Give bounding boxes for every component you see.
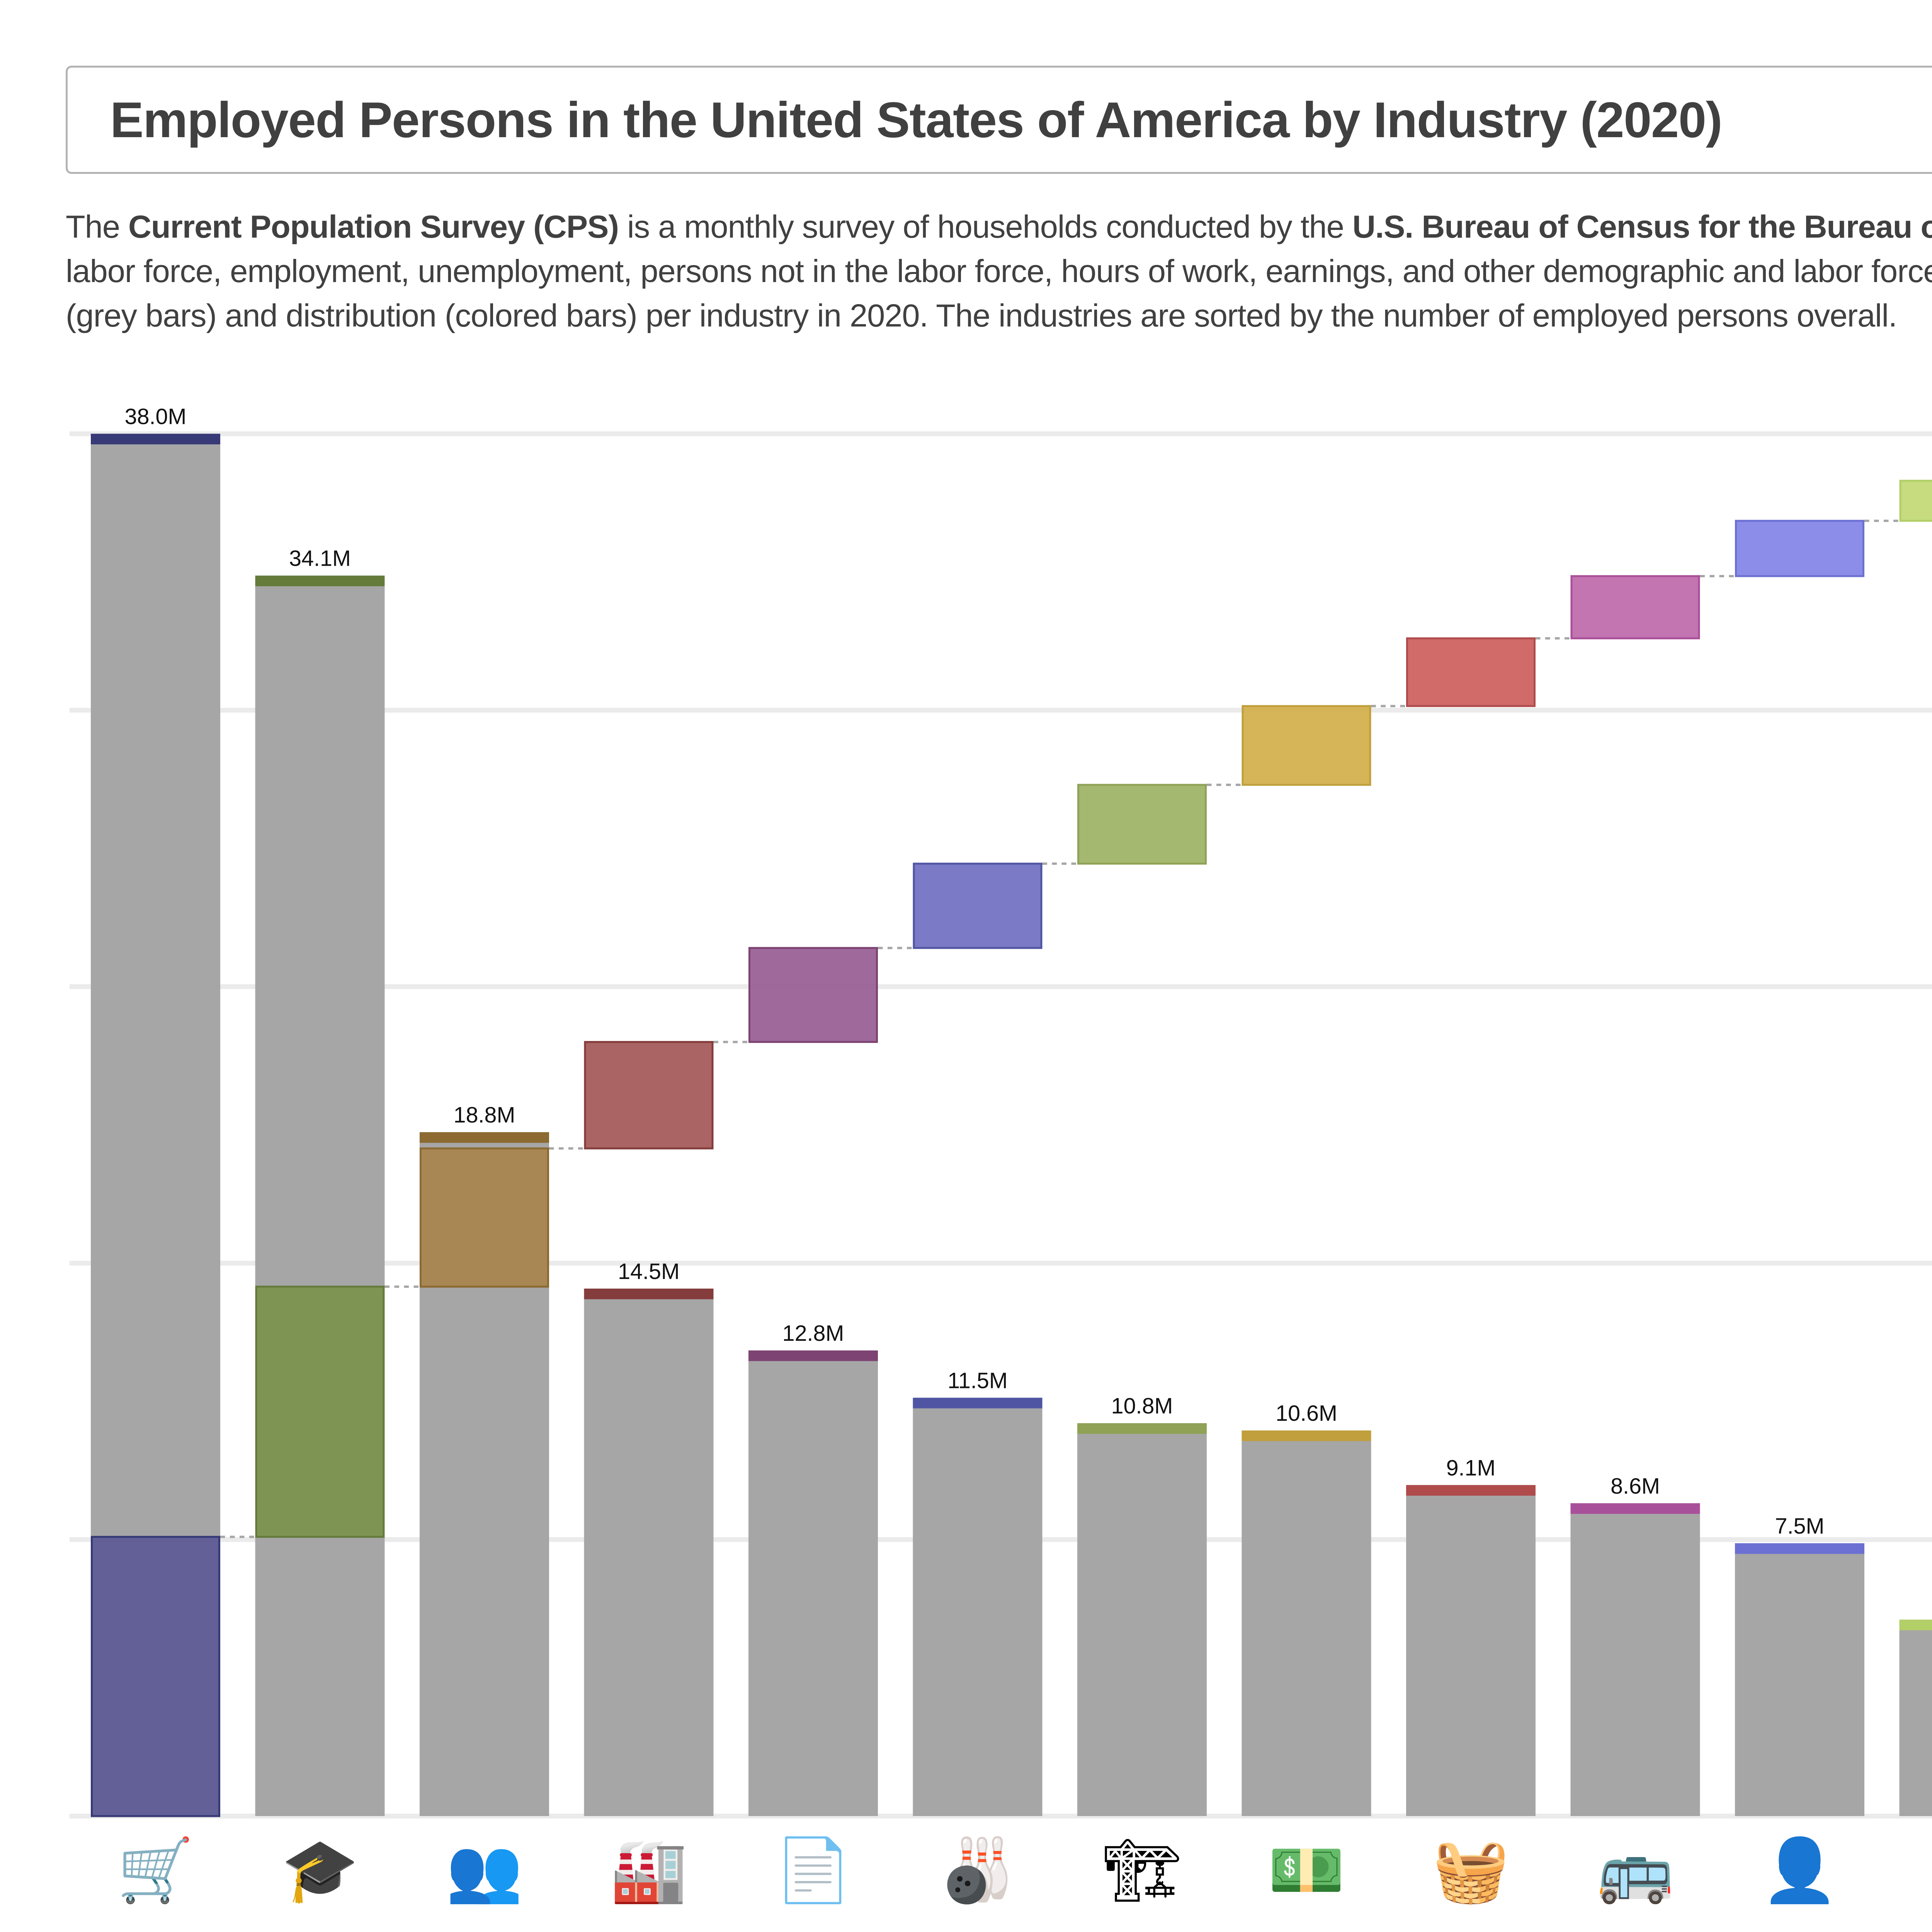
title-box: Employed Persons in the United States of… — [66, 66, 1932, 174]
category-label: Professional — [426, 1928, 543, 1932]
category-label: Financial — [1264, 1928, 1349, 1932]
share-block — [1899, 480, 1932, 522]
bar-cap — [748, 1350, 878, 1361]
hand-truck-icon: 🛒 — [117, 1835, 194, 1905]
grey-bar — [1735, 1543, 1864, 1816]
bus-icon: 🚌 — [1597, 1835, 1674, 1905]
business-people-icon: 👥 — [446, 1835, 523, 1905]
factory-icon: 🏭 — [610, 1835, 687, 1905]
grey-bar — [1406, 1485, 1536, 1816]
category-label: Public — [1771, 1928, 1829, 1932]
description-emphasis: Current Population Survey (CPS) — [128, 209, 619, 245]
grey-bar — [584, 1288, 714, 1816]
share-block — [1242, 705, 1371, 786]
value-label: 38.0M — [125, 405, 187, 429]
bar-cap — [1735, 1543, 1864, 1554]
grey-bar — [255, 575, 385, 1816]
share-block — [748, 947, 878, 1043]
crane-icon: 🏗 — [1102, 1835, 1182, 1905]
value-label: 8.6M — [1611, 1474, 1660, 1498]
bar-cap — [1899, 1619, 1932, 1631]
value-label: 18.8M — [454, 1103, 515, 1128]
value-label: 34.1M — [289, 546, 351, 571]
share-block — [1570, 575, 1700, 639]
description-text: The — [66, 209, 129, 245]
grey-bar — [1242, 1430, 1371, 1816]
category-label: Nondurable — [1909, 1928, 1932, 1932]
graduation-hand-icon: 🎓 — [281, 1835, 359, 1905]
bar-cap — [91, 434, 220, 444]
description-text: . It provides a comprehensive body of da… — [66, 253, 1932, 334]
bar-cap — [584, 1288, 714, 1299]
description-paragraph: The Current Population Survey (CPS) is a… — [66, 205, 1932, 338]
category-label: Leisure and — [922, 1928, 1033, 1932]
washing-machine-icon: 🧺 — [1432, 1835, 1510, 1905]
value-label: 14.5M — [618, 1259, 680, 1284]
category-label: Other services — [745, 1928, 882, 1932]
bar-cap — [420, 1132, 549, 1143]
share-block — [584, 1041, 714, 1150]
value-label: 12.8M — [782, 1321, 844, 1346]
bar-cap — [1242, 1430, 1371, 1441]
bar-cap — [1077, 1423, 1207, 1434]
value-label: 7.5M — [1775, 1514, 1825, 1539]
grey-bar — [1899, 1619, 1932, 1816]
category-label: Transportation — [1567, 1928, 1704, 1932]
grey-bar — [1570, 1503, 1700, 1816]
value-label: 11.5M — [947, 1368, 1008, 1393]
bowling-person-icon: 🎳 — [939, 1835, 1016, 1905]
bar-cap — [1570, 1503, 1700, 1514]
category-label: Education and — [252, 1928, 388, 1932]
value-label: 10.6M — [1276, 1401, 1337, 1426]
share-block — [1735, 520, 1864, 577]
category-label: Durable goods — [1402, 1928, 1540, 1932]
bar-cap — [913, 1398, 1043, 1408]
groceries-icon: 🍎 — [1925, 1832, 1932, 1909]
share-block — [1077, 784, 1207, 865]
category-label: Manufacturing — [582, 1928, 716, 1932]
value-label: 9.1M — [1446, 1456, 1496, 1480]
grey-bar — [913, 1398, 1043, 1816]
description-emphasis: U.S. Bureau of Census for the Bureau of … — [1352, 209, 1932, 245]
grey-bar — [1077, 1423, 1207, 1816]
share-block — [1406, 637, 1536, 707]
person-at-desk-icon: 👤 — [1761, 1835, 1838, 1905]
bar-cap — [1406, 1485, 1536, 1496]
grey-bar — [748, 1350, 878, 1816]
share-block — [419, 1147, 549, 1288]
category-label: Construction — [1082, 1928, 1202, 1932]
share-block — [255, 1286, 385, 1538]
document-dots-icon: 📄 — [774, 1835, 852, 1905]
value-label: 10.8M — [1111, 1394, 1173, 1418]
page-title: Employed Persons in the United States of… — [110, 91, 1723, 149]
category-label: Wholesale and — [85, 1928, 226, 1932]
bar-cap — [255, 575, 385, 587]
description-text: is a monthly survey of households conduc… — [619, 209, 1352, 245]
financial-report-icon: 💵 — [1268, 1835, 1345, 1905]
share-block — [913, 862, 1043, 949]
share-block — [91, 1536, 220, 1817]
